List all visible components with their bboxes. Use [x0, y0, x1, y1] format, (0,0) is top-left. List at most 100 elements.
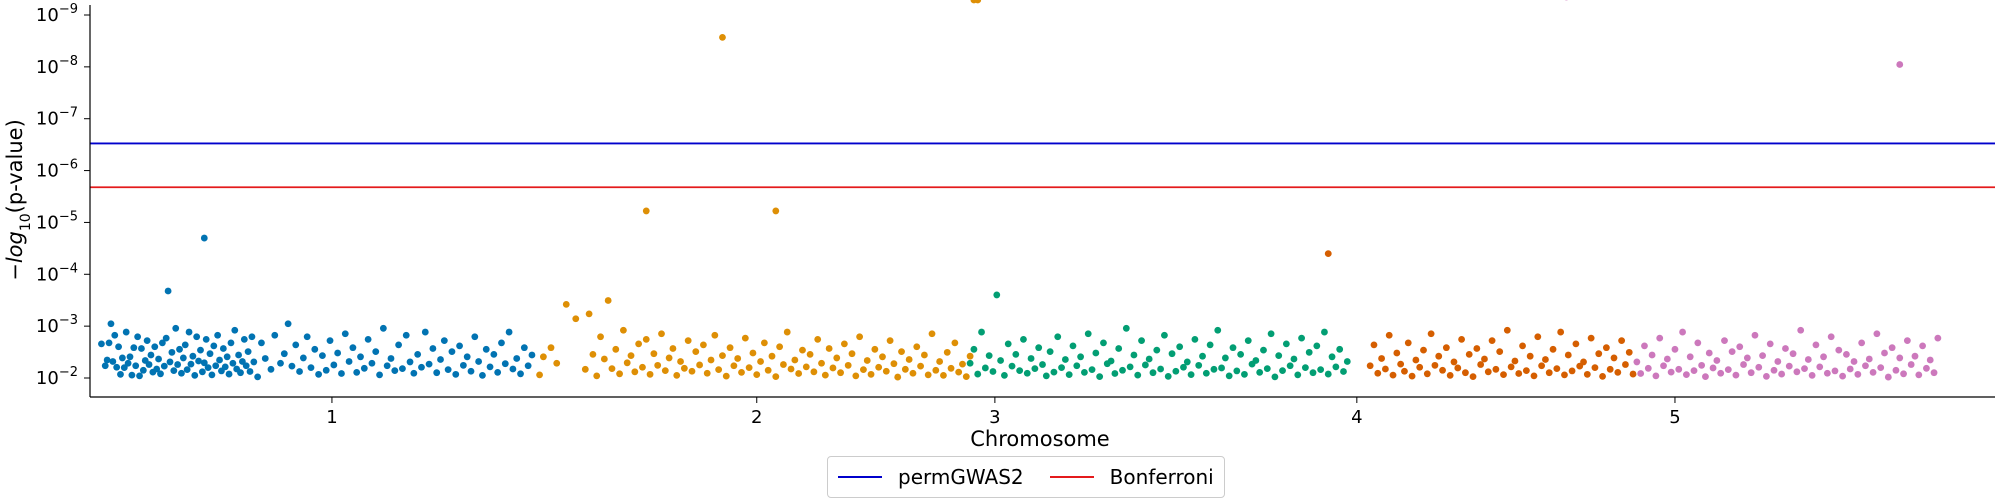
- snp-point-chr4: [1622, 361, 1629, 368]
- snp-points: [98, 0, 1942, 381]
- snp-point-chr1: [280, 350, 288, 358]
- snp-point-chr1: [139, 366, 147, 374]
- snp-point-chr2: [581, 365, 589, 373]
- snp-point-chr4: [1416, 363, 1424, 371]
- snp-point-chr1: [216, 356, 223, 364]
- snp-point-chr1: [387, 355, 395, 362]
- snp-point-chr1: [261, 355, 269, 362]
- snp-point-chr2: [608, 365, 616, 373]
- snp-point-chr1: [248, 333, 256, 341]
- snp-point-chr1: [440, 337, 448, 344]
- snp-point-chr3: [1058, 364, 1065, 371]
- snp-point-chr4: [1583, 370, 1591, 378]
- snp-point-chr2: [821, 371, 829, 379]
- snp-point-chr3: [1004, 340, 1012, 348]
- snp-point-chr1: [191, 371, 199, 379]
- snp-point-chr4: [1496, 348, 1504, 356]
- snp-point-chr1: [349, 344, 357, 352]
- snp-point-chr2: [863, 357, 871, 364]
- snp-point-chr1: [345, 358, 353, 365]
- snp-point-chr5: [1747, 369, 1755, 377]
- snp-point-chr3: [1096, 373, 1104, 381]
- snp-point-chr3: [1081, 369, 1088, 376]
- snp-point-chr3: [1275, 352, 1283, 360]
- snp-point-chr3: [1195, 361, 1203, 369]
- snp-point-chr1: [482, 345, 490, 353]
- y-tick-label: 10−2: [36, 365, 78, 389]
- snp-point-chr4: [1610, 354, 1618, 362]
- snp-point-chr1: [475, 358, 483, 365]
- y-tick-label: 10−6: [36, 158, 78, 182]
- snp-point-chr3: [966, 359, 974, 367]
- snp-point-chr2: [840, 340, 848, 348]
- snp-point-chr5: [1934, 334, 1942, 342]
- snp-point-chr2: [669, 345, 677, 352]
- snp-point-chr3: [981, 364, 989, 372]
- snp-point-chr2: [966, 352, 974, 360]
- snp-point-chr2: [936, 358, 944, 365]
- snp-point-chr1: [410, 369, 418, 377]
- snp-point-chr1: [183, 366, 191, 374]
- axes: 10−9 10−8 10−7 10−6 10−5 10−4 10−3 10−2 1 2 3 4 5: [36, 2, 1995, 428]
- snp-point-chr1: [155, 355, 162, 363]
- snp-point-chr4: [1366, 362, 1374, 370]
- snp-point-chr1: [225, 370, 233, 378]
- snp-point-chr2: [894, 373, 902, 381]
- snp-point-chr1: [210, 342, 218, 350]
- snp-point-chr2: [772, 207, 780, 215]
- snp-point-chr1: [162, 334, 170, 342]
- snp-point-chr1: [399, 365, 406, 373]
- snp-point-chr3: [1050, 368, 1058, 376]
- snp-point-chr5: [1766, 340, 1774, 348]
- snp-point-chr5: [1785, 362, 1793, 370]
- snp-point-chr1: [459, 361, 467, 369]
- snp-point-chr4: [1450, 358, 1458, 366]
- snp-point-chr1: [145, 361, 153, 368]
- snp-point-chr4: [1561, 371, 1568, 379]
- snp-point-chr2: [658, 330, 665, 338]
- snp-point-chr2: [639, 363, 646, 371]
- snp-point-chr4: [1595, 350, 1603, 358]
- snp-point-chr2: [879, 353, 886, 361]
- snp-point-chr1: [330, 361, 338, 369]
- snp-point-chr4: [1614, 369, 1622, 376]
- snp-point-chr1: [284, 320, 292, 328]
- snp-point-chr4: [1458, 335, 1465, 343]
- snp-point-chr5: [1820, 353, 1827, 361]
- snp-point-chr1: [206, 350, 214, 358]
- snp-point-chr1: [467, 367, 475, 375]
- snp-point-chr3: [1046, 348, 1054, 356]
- snp-point-chr3: [1145, 355, 1153, 363]
- snp-point-chr3: [1313, 342, 1321, 350]
- snp-point-chr3: [1225, 372, 1233, 380]
- snp-point-chr4: [1519, 342, 1526, 350]
- snp-point-chr5: [1663, 355, 1671, 363]
- snp-point-chr1: [151, 343, 159, 351]
- snp-point-chr2: [572, 315, 580, 323]
- legend: permGWAS2 Bonferroni: [827, 456, 1225, 498]
- snp-point-chr3: [1336, 345, 1344, 353]
- legend-item-bonferroni: Bonferroni: [1049, 465, 1214, 489]
- snp-point-chr2: [764, 366, 772, 374]
- snp-point-chr1: [303, 333, 311, 341]
- snp-point-chr3: [1164, 372, 1172, 380]
- snp-point-chr1: [524, 362, 532, 370]
- snp-point-chr2: [741, 334, 749, 342]
- snp-point-chr2: [905, 356, 913, 363]
- snp-point-chr3: [1115, 345, 1123, 352]
- snp-point-chr3: [1168, 350, 1176, 358]
- snp-point-chr3: [1035, 344, 1043, 352]
- snp-point-chr4: [1454, 364, 1462, 372]
- snp-point-chr1: [517, 370, 524, 378]
- snp-point-chr2: [631, 368, 639, 376]
- snp-point-chr1: [219, 345, 227, 352]
- snp-point-chr2: [867, 370, 875, 378]
- snp-point-chr5: [1858, 339, 1866, 347]
- snp-point-chr2: [585, 310, 593, 318]
- snp-point-chr5: [1808, 371, 1816, 379]
- snp-point-chr5: [1770, 366, 1778, 374]
- snp-point-chr5: [1679, 328, 1686, 336]
- snp-point-chr2: [776, 343, 784, 351]
- snp-point-chr1: [200, 234, 208, 242]
- snp-point-chr2: [654, 361, 662, 369]
